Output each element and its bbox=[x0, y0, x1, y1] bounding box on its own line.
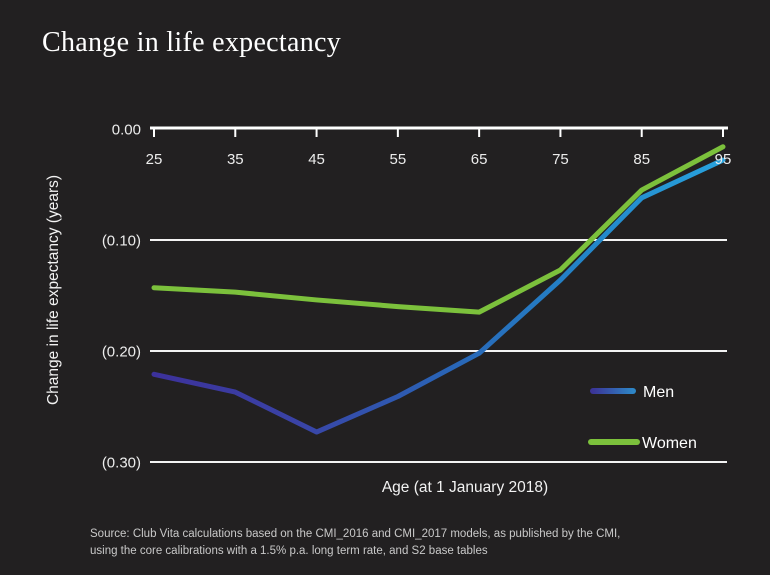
x-tick-label: 65 bbox=[471, 151, 488, 168]
x-axis-title: Age (at 1 January 2018) bbox=[382, 479, 548, 496]
x-tick-label: 45 bbox=[308, 151, 325, 168]
women-line bbox=[151, 144, 726, 315]
legend: Men Women bbox=[588, 384, 697, 452]
y-tick-label: (0.20) bbox=[102, 344, 141, 361]
y-tick-label: 0.00 bbox=[112, 122, 141, 139]
source-text-line1: Source: Club Vita calculations based on … bbox=[90, 528, 620, 540]
chart-title: Change in life expectancy bbox=[42, 27, 342, 58]
y-tick-label: (0.10) bbox=[102, 233, 141, 250]
series-lines bbox=[151, 144, 726, 435]
x-tick-label: 25 bbox=[146, 151, 163, 168]
x-tick-label: 55 bbox=[390, 151, 407, 168]
y-tick-label: (0.30) bbox=[102, 455, 141, 472]
x-tick-label: 85 bbox=[633, 151, 650, 168]
source-text-line2: using the core calibrations with a 1.5% … bbox=[90, 545, 488, 557]
y-axis-title: Change in life expectancy (years) bbox=[45, 175, 62, 405]
x-tick-label: 95 bbox=[715, 151, 732, 168]
legend-women-label: Women bbox=[642, 435, 697, 452]
x-tick-label: 35 bbox=[227, 151, 244, 168]
x-axis-top bbox=[150, 126, 728, 137]
men-line bbox=[151, 157, 726, 435]
gridlines bbox=[150, 239, 727, 463]
x-tick-label: 75 bbox=[552, 151, 569, 168]
tick-labels: 25 35 45 55 65 75 85 95 0.00 (0.10) (0.20) (0.30) bbox=[102, 122, 732, 472]
legend-men-label: Men bbox=[643, 384, 674, 401]
